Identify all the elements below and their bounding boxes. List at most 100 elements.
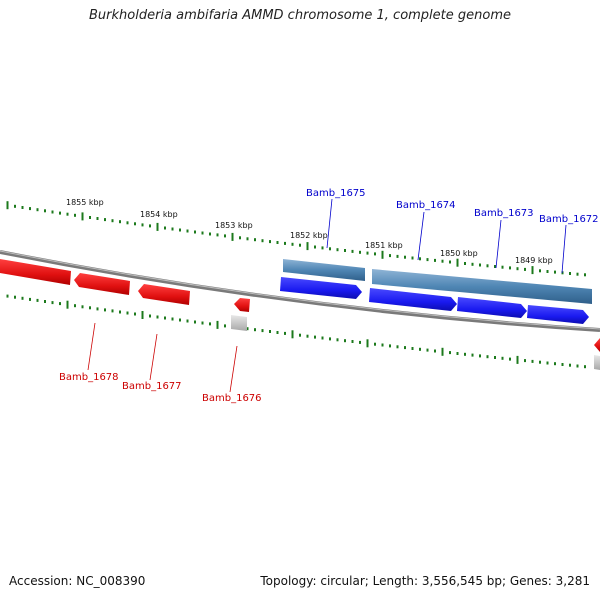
map-title: Burkholderia ambifaria AMMD chromosome 1… [88,8,512,23]
scale-tick-outer-minor-21 [164,226,166,230]
cds-arrow-bamb-1675[interactable] [280,277,362,299]
gene-label-bamb-1678[interactable]: Bamb_1678 [59,372,119,383]
scale-tick-outer-minor-66 [501,265,504,269]
scale-tick-outer-minor-24 [186,229,189,233]
scale-tick-inner-minor-67 [509,357,511,361]
scale-tick-outer-minor-15 [119,220,121,224]
scale-tick-inner-major-68 [516,355,519,364]
scale-tick-inner-minor-26 [201,321,204,325]
scale-tick-outer-major-0 [6,201,9,210]
grey-feature-bamb-1676[interactable] [231,315,247,331]
scale-tick-outer-minor-53 [404,255,406,259]
scale-tick-outer-minor-76 [576,272,579,276]
scale-tick-inner-minor-44 [336,338,339,342]
leader-bamb-1676 [229,345,238,393]
scale-tick-inner-minor-23 [179,318,181,322]
scale-tick-inner-minor-14 [111,309,114,313]
scale-label-1855: 1855 kbp [66,198,104,207]
scale-tick-outer-minor-61 [464,262,466,265]
scale-tick-inner-minor-55 [419,347,421,351]
scale-tick-inner-minor-51 [389,344,391,348]
scale-tick-outer-major-50 [381,250,384,259]
scale-tick-outer-minor-18 [141,223,144,227]
scale-tick-inner-minor-64 [486,355,489,359]
cds-arrow-right-offscreen[interactable] [594,338,600,352]
scale-tick-outer-minor-36 [276,241,279,244]
forward-cds-track [280,277,589,324]
scale-tick-inner-minor-16 [126,311,129,315]
gene-label-bamb-1673[interactable]: Bamb_1673 [474,208,534,219]
scale-tick-outer-major-70 [531,266,534,275]
scale-label-1854: 1854 kbp [140,210,178,219]
scale-tick-outer-minor-34 [261,239,264,243]
scale-tick-outer-minor-7 [59,211,61,215]
scale-tick-outer-minor-6 [51,210,54,214]
scale-tick-inner-minor-46 [351,340,354,343]
cds-arrow-bamb-1672[interactable] [527,305,589,324]
scale-tick-outer-minor-5 [44,209,46,213]
scale-tick-inner-minor-32 [246,327,249,331]
scale-tick-outer-minor-55 [419,257,421,261]
scale-tick-inner-minor-69 [524,359,526,363]
scale-tick-outer-minor-73 [554,270,556,274]
scale-tick-inner-minor-17 [134,312,136,316]
scale-tick-outer-minor-49 [374,252,376,256]
scale-tick-outer-minor-71 [539,269,541,273]
scale-tick-outer-minor-3 [29,207,31,211]
gene-label-bamb-1672[interactable]: Bamb_1672 [539,214,599,225]
scale-tick-inner-minor-13 [104,308,106,312]
scale-tick-inner-minor-37 [284,331,286,335]
scale-tick-outer-minor-68 [516,267,519,271]
grey-feature-right-offscreen[interactable] [594,355,600,370]
scale-tick-inner-minor-21 [164,316,166,320]
scale-tick-inner-minor-50 [381,343,384,347]
scale-tick-inner-major-58 [441,347,444,356]
scale-tick-outer-minor-31 [239,236,241,240]
cds-arrow-bamb-1674[interactable] [369,288,457,311]
scale-tick-inner-minor-73 [554,362,556,366]
scale-tick-inner-minor-0 [6,294,9,298]
scale-tick-outer-minor-4 [36,208,39,212]
gene-label-bamb-1675[interactable]: Bamb_1675 [306,188,366,199]
scale-tick-outer-minor-26 [201,231,204,235]
scale-tick-outer-major-30 [231,232,234,241]
scale-tick-outer-minor-64 [486,264,489,268]
scale-tick-inner-minor-1 [14,295,16,299]
cds-arrow-bamb-1673[interactable] [457,297,527,318]
scale-tick-outer-minor-8 [66,212,69,216]
scale-tick-inner-major-28 [216,320,219,329]
scale-tick-outer-minor-48 [366,251,369,255]
gene-label-bamb-1676[interactable]: Bamb_1676 [202,393,262,404]
scale-tick-outer-minor-14 [111,219,114,223]
scale-tick-inner-minor-66 [501,356,504,360]
cds-arrow-bamb-1676[interactable] [234,298,250,312]
scale-tick-outer-minor-51 [389,254,391,258]
scale-label-1850: 1850 kbp [440,249,478,258]
gene-bar-bamb-1675[interactable] [283,259,365,281]
gene-label-bamb-1674[interactable]: Bamb_1674 [396,200,456,211]
scale-tick-inner-minor-75 [569,363,571,367]
scale-tick-inner-minor-39 [299,333,301,337]
scale-tick-inner-minor-52 [396,345,399,349]
gene-bar-bamb-1674[interactable] [372,269,592,304]
scale-tick-outer-minor-32 [246,237,249,241]
gene-label-bamb-1677[interactable]: Bamb_1677 [122,381,182,392]
scale-tick-inner-minor-43 [329,337,331,341]
scale-tick-outer-minor-17 [134,222,136,226]
scale-tick-outer-minor-16 [126,221,129,225]
leader-bamb-1672 [561,224,567,274]
scale-tick-inner-minor-34 [261,329,264,333]
scale-tick-outer-major-10 [81,212,84,221]
cds-arrow-bamb-1677[interactable] [138,284,190,305]
scale-tick-outer-minor-59 [449,260,451,264]
scale-tick-inner-minor-77 [584,365,586,369]
scale-tick-inner-minor-61 [464,352,466,356]
forward-gene-track [283,259,592,304]
cds-arrow-bamb-1678[interactable] [74,273,130,295]
scale-tick-outer-minor-72 [546,270,549,273]
scale-tick-outer-minor-44 [336,248,339,252]
scale-tick-inner-minor-74 [561,363,564,366]
scale-tick-inner-minor-56 [426,348,429,352]
cds-arrow-left-offscreen[interactable] [0,259,71,285]
